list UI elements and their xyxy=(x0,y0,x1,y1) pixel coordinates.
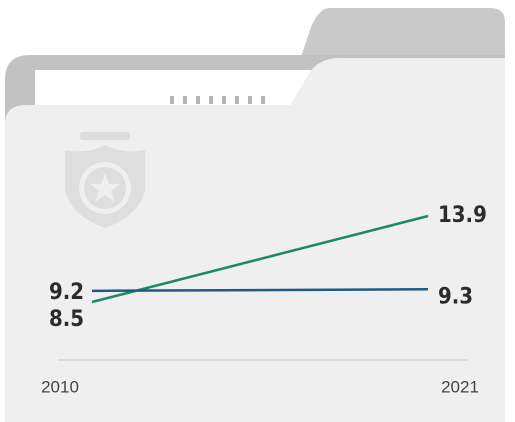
x-tick-label: 2021 xyxy=(441,377,479,396)
line xyxy=(91,214,429,304)
x-tick-label: 2010 xyxy=(41,377,79,396)
value-label: 8.5 xyxy=(49,307,84,332)
value-label: 13.9 xyxy=(438,203,487,228)
badge-icon xyxy=(65,132,145,228)
folder-front xyxy=(5,58,505,422)
value-label: 9.3 xyxy=(438,284,473,309)
paper-dashes xyxy=(170,96,265,104)
line xyxy=(91,288,429,293)
value-label: 9.2 xyxy=(49,280,84,305)
